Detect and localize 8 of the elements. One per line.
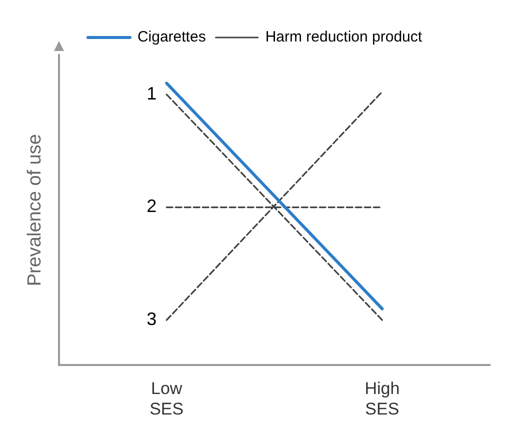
y-axis-title: Prevalence of use (24, 134, 46, 286)
annotation: 2 (146, 196, 157, 216)
x-tick-label: High SES (364, 379, 400, 418)
legend-label: Harm reduction product (265, 28, 423, 46)
annotation: 3 (146, 309, 157, 330)
legend-label: Cigarettes (137, 28, 206, 46)
x-tick-label: Low SES (150, 379, 184, 418)
annotation: 1 (146, 83, 157, 104)
